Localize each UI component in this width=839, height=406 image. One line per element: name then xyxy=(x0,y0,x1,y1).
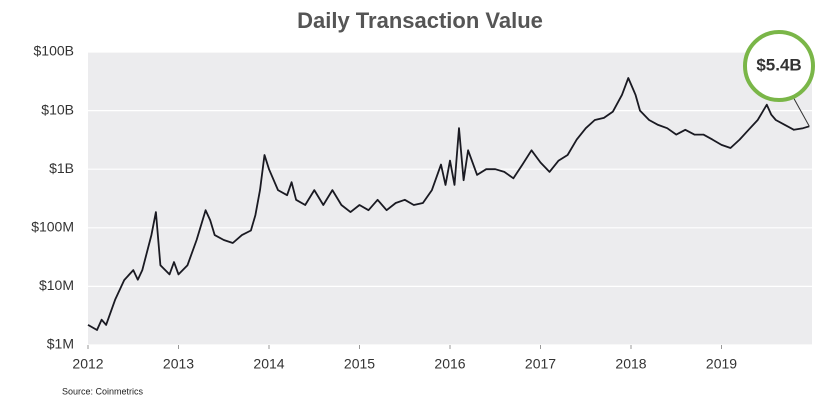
x-tick-label: 2018 xyxy=(615,356,646,372)
y-tick-label: $100B xyxy=(34,43,74,59)
y-tick-label: $1M xyxy=(47,336,74,352)
x-tick-label: 2015 xyxy=(344,356,375,372)
data-line xyxy=(87,77,810,331)
chart-title: Daily Transaction Value xyxy=(297,8,543,33)
y-tick-label: $100M xyxy=(31,219,74,235)
x-tick-label: 2017 xyxy=(525,356,556,372)
annotation-label: $5.4B xyxy=(756,55,801,74)
y-tick-label: $10B xyxy=(41,101,74,117)
x-tick-label: 2019 xyxy=(706,356,737,372)
x-tick-label: 2013 xyxy=(163,356,194,372)
x-tick-label: 2014 xyxy=(253,356,284,372)
source-note: Source: Coinmetrics xyxy=(62,386,144,396)
y-tick-label: $1B xyxy=(49,160,74,176)
y-tick-label: $10M xyxy=(39,277,74,293)
x-tick-label: 2016 xyxy=(434,356,465,372)
x-tick-label: 2012 xyxy=(72,356,103,372)
annotation-circle xyxy=(743,30,815,102)
plot-background xyxy=(88,52,812,345)
